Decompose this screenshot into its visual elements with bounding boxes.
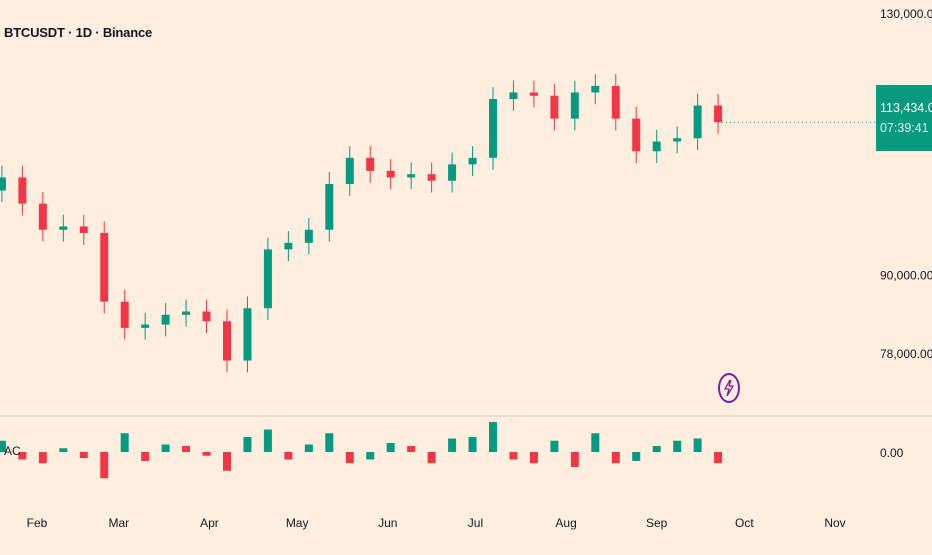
ac-bar <box>345 452 354 464</box>
candle-body <box>223 321 231 361</box>
x-tick-label: Aug <box>555 516 576 530</box>
ac-bar <box>325 433 334 452</box>
bar-countdown: 07:39:41 <box>880 121 929 135</box>
symbol-title: BTCUSDT · 1D · Binance <box>4 25 153 40</box>
ac-bar <box>386 443 395 452</box>
ac-bar <box>141 452 150 461</box>
ac-bar <box>652 446 661 452</box>
candle-body <box>529 92 538 96</box>
x-tick-label: Feb <box>27 516 48 530</box>
x-tick-label: Mar <box>109 516 130 530</box>
candle-body <box>652 141 661 152</box>
candle-body <box>161 314 170 325</box>
ac-bar <box>427 452 436 464</box>
ac-bar <box>243 437 252 452</box>
ac-bar <box>100 452 109 479</box>
ac-bar <box>489 422 497 452</box>
ac-bar <box>714 452 723 464</box>
ac-bar <box>223 452 231 471</box>
price-axis[interactable]: 130,000.00 90,000.00 78,000.00 <box>880 7 932 361</box>
ac-bar <box>284 452 293 460</box>
candle-body <box>427 174 436 181</box>
last-price-badge: 113,434.03 07:39:41 <box>876 85 932 151</box>
x-tick-label: Nov <box>824 516 845 530</box>
ac-bar <box>611 452 620 464</box>
y-tick-label: 130,000.00 <box>880 7 932 21</box>
candle-body <box>59 226 68 230</box>
lightning-glyph <box>724 380 734 396</box>
candle-body <box>243 308 252 361</box>
candle-body <box>263 249 272 309</box>
candle-body <box>407 174 416 178</box>
x-tick-label: Sep <box>646 516 668 530</box>
candle-body <box>325 184 334 230</box>
x-tick-label: Apr <box>200 516 219 530</box>
candle-body <box>591 85 600 93</box>
last-price-value: 113,434.03 <box>880 101 932 115</box>
candle-body <box>366 157 375 171</box>
candle-body <box>570 92 579 119</box>
candle-body <box>509 92 518 99</box>
ac-bar <box>529 452 538 464</box>
indicator-pane <box>0 422 723 479</box>
ac-bar <box>509 452 518 460</box>
ac-bar <box>79 452 88 458</box>
candle-body <box>141 324 150 328</box>
y-tick-label: 78,000.00 <box>880 347 932 361</box>
candle-body <box>611 85 620 119</box>
x-tick-label: May <box>286 516 309 530</box>
candle-body <box>448 164 457 181</box>
candle-body <box>79 226 88 234</box>
candle-body <box>120 301 129 328</box>
ac-bar <box>120 433 129 452</box>
time-axis[interactable]: Feb Mar Apr May Jun Jul Aug Sep Oct Nov <box>27 516 846 530</box>
ac-bar <box>570 452 579 467</box>
y-tick-label: 90,000.00 <box>880 269 932 283</box>
candle-body <box>38 203 47 230</box>
candle-body <box>550 95 559 119</box>
candle-body <box>632 118 641 152</box>
ac-bar <box>304 444 313 452</box>
ac-bar <box>161 444 170 452</box>
ac-bar <box>182 446 191 452</box>
ac-bar <box>468 437 477 452</box>
candle-body <box>673 138 682 142</box>
ac-bar <box>18 452 27 460</box>
candle-body <box>182 311 191 315</box>
candle-body <box>345 157 354 184</box>
candle-body <box>202 311 211 322</box>
candle-body <box>386 170 395 178</box>
ac-bar <box>202 452 211 456</box>
ac-bar <box>59 448 68 452</box>
candle-body <box>714 105 723 123</box>
x-tick-label: Oct <box>735 516 754 530</box>
candle-body <box>100 233 109 302</box>
ac-bar <box>591 433 600 452</box>
ac-bar <box>632 452 641 461</box>
candle-body <box>468 157 477 165</box>
ac-bar <box>407 446 416 452</box>
ac-bar <box>693 438 702 452</box>
ac-bar <box>366 452 375 460</box>
price-pane <box>0 74 876 373</box>
ac-bar <box>38 452 47 464</box>
lightning-icon[interactable] <box>718 373 740 403</box>
indicator-zero-label: 0.00 <box>880 446 904 460</box>
candle-body <box>304 229 313 243</box>
candle-body <box>284 242 293 250</box>
candle-body <box>489 99 497 158</box>
x-tick-label: Jun <box>378 516 397 530</box>
ac-bar <box>673 440 682 452</box>
ac-bar <box>550 440 559 452</box>
candle-body <box>18 177 27 204</box>
indicator-label: AC <box>4 444 21 458</box>
x-tick-label: Jul <box>468 516 483 530</box>
ac-bar <box>0 440 6 452</box>
ac-bar <box>263 429 272 452</box>
candle-body <box>0 177 6 191</box>
ac-bar <box>448 438 457 452</box>
candle-body <box>693 105 702 139</box>
